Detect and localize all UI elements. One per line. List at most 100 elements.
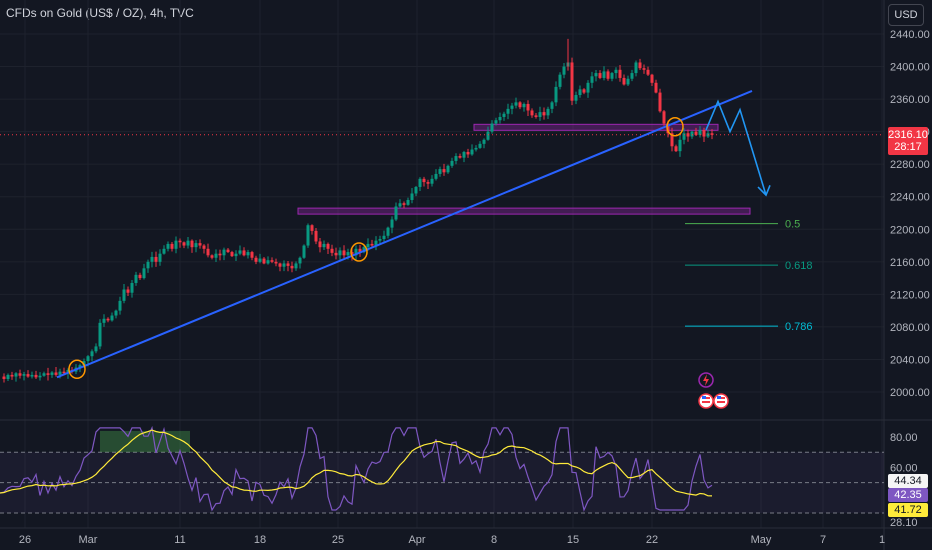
candle-64 — [255, 258, 258, 262]
candle-107 — [427, 182, 430, 184]
candle-175 — [699, 130, 702, 135]
candle-46 — [183, 242, 186, 245]
candle-44 — [175, 241, 178, 249]
candle-134 — [535, 115, 538, 117]
candle-86 — [343, 250, 346, 255]
candle-117 — [467, 152, 470, 154]
candle-148 — [591, 76, 594, 83]
candle-127 — [507, 109, 510, 114]
candle-176 — [703, 130, 706, 137]
candle-97 — [387, 228, 390, 236]
zone-0 — [474, 124, 718, 130]
time-tick-label: 25 — [332, 534, 344, 546]
candle-14 — [55, 372, 58, 374]
candle-40 — [159, 254, 162, 262]
time-tick-label: 15 — [567, 534, 579, 546]
time-tick-label: 8 — [491, 534, 497, 546]
candle-163 — [651, 75, 654, 83]
candle-111 — [443, 169, 446, 172]
candle-151 — [603, 71, 606, 78]
candle-130 — [519, 102, 522, 107]
zone-1 — [298, 208, 750, 214]
candle-136 — [543, 112, 546, 115]
candle-133 — [531, 110, 534, 115]
time-tick-label: 7 — [820, 534, 826, 546]
candle-116 — [463, 152, 466, 158]
candle-76 — [303, 246, 306, 258]
candle-170 — [679, 140, 682, 151]
time-tick-label: Mar — [79, 534, 98, 546]
candle-82 — [327, 244, 330, 249]
candle-159 — [635, 62, 638, 73]
us-flag-stripe-b-0 — [702, 401, 710, 403]
candle-125 — [499, 117, 502, 120]
candle-85 — [339, 250, 342, 255]
price-tick-label: 2040.00 — [890, 354, 930, 366]
candle-109 — [435, 174, 438, 179]
candle-101 — [403, 203, 406, 205]
rsi-tick-label: 28.10 — [890, 517, 918, 529]
us-flag-canton-1 — [717, 396, 721, 399]
fib-label-1: 0.618 — [785, 260, 813, 272]
candle-10 — [39, 376, 42, 378]
candle-39 — [155, 257, 158, 262]
candle-99 — [395, 206, 398, 219]
candle-140 — [559, 75, 562, 87]
candle-71 — [283, 263, 286, 266]
candle-169 — [675, 146, 678, 151]
candle-56 — [223, 250, 226, 256]
rsi-other-tag: 41.72 — [888, 503, 928, 517]
candle-63 — [251, 252, 254, 258]
price-tick-label: 2240.00 — [890, 192, 930, 204]
rsi-tick-label: 80.00 — [890, 432, 918, 444]
candle-83 — [331, 249, 334, 253]
candle-2 — [7, 375, 10, 379]
time-tick-label: 18 — [254, 534, 266, 546]
candle-122 — [487, 132, 490, 140]
candle-158 — [631, 73, 634, 79]
candle-105 — [419, 179, 422, 187]
candle-27 — [107, 319, 110, 321]
candle-149 — [595, 73, 598, 76]
price-tick-label: 2160.00 — [890, 257, 930, 269]
candle-70 — [279, 263, 282, 266]
candle-141 — [563, 67, 566, 75]
candle-62 — [247, 252, 250, 255]
candle-66 — [263, 259, 266, 264]
candle-132 — [527, 104, 530, 111]
candle-60 — [239, 250, 242, 253]
candle-102 — [407, 200, 410, 205]
candle-49 — [195, 243, 198, 247]
candle-50 — [199, 243, 202, 245]
candle-58 — [231, 252, 234, 256]
candle-32 — [127, 289, 130, 292]
fib-label-2: 0.786 — [785, 321, 813, 333]
candle-146 — [583, 89, 586, 92]
candle-47 — [187, 241, 190, 246]
candle-23 — [91, 351, 94, 356]
candle-26 — [103, 319, 106, 323]
time-tick-label: 26 — [19, 534, 31, 546]
candle-4 — [15, 373, 18, 376]
time-tick-label: 22 — [646, 534, 658, 546]
candle-41 — [163, 249, 166, 254]
candle-81 — [323, 244, 326, 247]
candle-72 — [287, 263, 290, 265]
us-flag-stripe-b-1 — [717, 401, 725, 403]
event-markers — [699, 373, 728, 408]
candle-137 — [547, 109, 550, 116]
rsi-panel — [0, 428, 884, 513]
price-axis: 2440.002400.002360.002320.002280.002240.… — [890, 29, 930, 529]
candle-135 — [539, 112, 542, 117]
projection — [706, 102, 770, 196]
candle-51 — [203, 246, 206, 249]
candle-54 — [215, 254, 218, 258]
candle-52 — [207, 249, 210, 256]
candle-152 — [607, 71, 610, 78]
candle-131 — [523, 104, 526, 107]
candle-55 — [219, 254, 222, 256]
candle-33 — [131, 283, 134, 293]
candle-115 — [459, 156, 462, 158]
candle-30 — [119, 301, 122, 311]
